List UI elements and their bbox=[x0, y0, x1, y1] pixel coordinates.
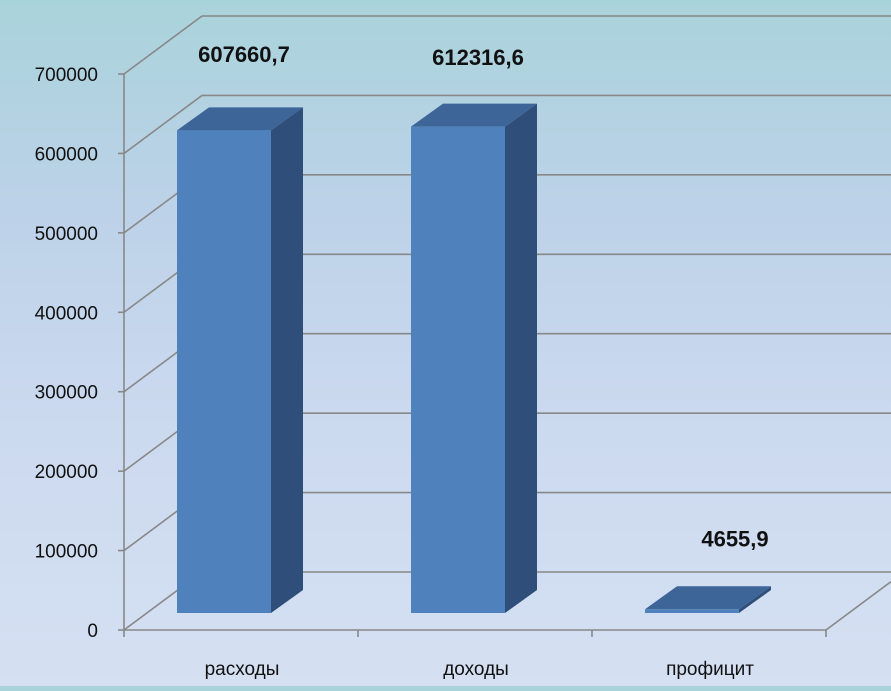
bar-side bbox=[739, 586, 771, 613]
category-labels: расходы доходы профицит bbox=[205, 659, 755, 680]
bar-side bbox=[271, 107, 303, 614]
floor-edge bbox=[825, 581, 891, 631]
axes bbox=[118, 73, 827, 637]
category-label-профицит: профицит bbox=[666, 659, 754, 680]
gridlines bbox=[123, 15, 891, 631]
bar-top bbox=[411, 103, 537, 127]
bar-front bbox=[645, 609, 739, 613]
y-tick-label: 500000 bbox=[35, 224, 98, 245]
gridline-side-6 bbox=[123, 94, 203, 155]
y-tick-labels: 0 100000 200000 300000 400000 500000 600000 700… bbox=[35, 65, 98, 642]
data-label-доходы: 612316,6 bbox=[432, 45, 524, 70]
y-tick-label: 100000 bbox=[35, 542, 98, 563]
bar-front bbox=[411, 126, 505, 613]
bars bbox=[177, 103, 771, 614]
bar-профицит bbox=[645, 586, 771, 613]
y-tick-label: 200000 bbox=[35, 462, 98, 483]
y-tick-label: 400000 bbox=[35, 303, 98, 324]
gridline-side-7 bbox=[123, 15, 203, 75]
y-tick-label: 300000 bbox=[35, 383, 98, 404]
category-label-доходы: доходы bbox=[443, 659, 509, 680]
bar-top bbox=[645, 586, 771, 610]
bar-front bbox=[177, 130, 271, 613]
chart-walls bbox=[825, 581, 891, 631]
y-tick-label: 700000 bbox=[35, 65, 98, 86]
bar-top bbox=[177, 107, 303, 131]
bar-side bbox=[505, 103, 537, 613]
data-labels: 607660,7 612316,6 4655,9 bbox=[198, 42, 769, 551]
bar-расходы bbox=[177, 107, 303, 614]
data-label-профицит: 4655,9 bbox=[701, 526, 768, 551]
category-label-расходы: расходы bbox=[205, 659, 280, 680]
y-tick-label: 600000 bbox=[35, 144, 98, 165]
data-label-расходы: 607660,7 bbox=[198, 42, 290, 67]
bar-доходы bbox=[411, 103, 537, 613]
y-tick-label: 0 bbox=[87, 621, 98, 642]
